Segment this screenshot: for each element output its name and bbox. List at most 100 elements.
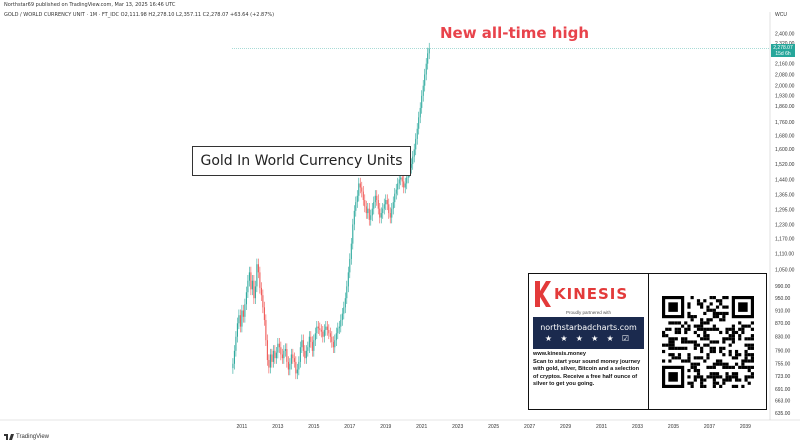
candle-body	[289, 363, 291, 370]
qr-module	[724, 336, 729, 340]
qr-module	[705, 317, 710, 321]
candle-body	[302, 340, 304, 351]
candle-body	[248, 272, 250, 281]
candle-body	[419, 107, 421, 118]
candle-body	[412, 156, 414, 165]
chart-label-box: Gold In World Currency Units	[192, 146, 411, 176]
candle-body	[286, 349, 288, 362]
qr-module	[693, 355, 697, 359]
candle-body	[272, 350, 274, 362]
x-tick-label: 2019	[380, 424, 391, 430]
candle-body	[301, 340, 303, 348]
qr-module	[718, 349, 722, 353]
qr-module	[724, 374, 729, 378]
candle-body	[338, 326, 340, 329]
qr-module	[721, 317, 725, 321]
qr-module	[690, 314, 694, 318]
qr-module	[715, 381, 719, 385]
candle-body	[332, 341, 334, 348]
y-tick-label: 1,110.00	[775, 252, 794, 258]
qr-module	[699, 301, 703, 306]
qr-module	[699, 305, 703, 309]
qr-module	[699, 349, 703, 353]
qr-module	[686, 374, 691, 378]
ad-brand: KINESIS	[554, 285, 629, 303]
qr-module	[674, 330, 678, 334]
y-tick-label: 2,400.00	[775, 31, 795, 37]
qr-module	[731, 371, 735, 375]
qr-code-icon[interactable]	[661, 295, 754, 388]
qr-module	[737, 320, 741, 325]
candle-body	[373, 202, 375, 209]
qr-module	[686, 368, 691, 372]
candle-body	[262, 295, 264, 308]
qr-module	[747, 343, 751, 347]
candle-body	[404, 183, 406, 188]
qr-module	[712, 339, 716, 344]
qr-module	[750, 374, 754, 378]
candle-body	[292, 354, 294, 359]
candle-body	[313, 340, 315, 351]
qr-module	[705, 336, 710, 340]
nsb-banner[interactable]: northstarbadcharts.com ★ ★ ★ ★ ★ ☑	[533, 317, 644, 349]
qr-module	[705, 352, 710, 356]
qr-module	[690, 295, 694, 299]
qr-module	[683, 320, 687, 325]
candle-body	[275, 352, 277, 359]
qr-module	[737, 377, 741, 382]
candle-body	[371, 208, 373, 216]
qr-module	[724, 295, 729, 299]
qr-module	[702, 330, 706, 334]
qr-module	[693, 343, 697, 347]
qr-module	[696, 301, 700, 306]
qr-module	[686, 305, 691, 309]
symbol-line: GOLD / WORLD CURRENCY UNIT · 1M · FT_IDC…	[4, 12, 275, 18]
qr-module	[677, 330, 681, 334]
candle-body	[298, 361, 300, 370]
qr-module	[690, 384, 694, 388]
qr-module	[702, 320, 706, 325]
qr-module	[750, 327, 754, 331]
candle-body	[395, 189, 397, 194]
qr-module	[690, 381, 694, 385]
candle-body	[283, 350, 285, 359]
y-tick-label: 1,760.00	[775, 120, 795, 126]
qr-module	[696, 324, 700, 328]
candle-body	[376, 195, 378, 201]
qr-module	[702, 311, 706, 315]
qr-module	[712, 349, 716, 353]
qr-module	[677, 346, 681, 350]
qr-module	[667, 346, 672, 350]
candle-body	[367, 208, 369, 214]
chart-label: Gold In World Currency Units	[200, 153, 403, 169]
candle-body	[410, 164, 412, 168]
qr-module	[671, 336, 675, 340]
candle-body	[344, 298, 346, 308]
qr-module	[737, 352, 741, 356]
qr-module	[724, 365, 729, 369]
qr-module	[664, 343, 668, 347]
candle-body	[278, 343, 280, 348]
qr-module	[750, 343, 754, 347]
qr-module	[693, 374, 697, 378]
candle-body	[268, 360, 270, 368]
qr-module	[728, 336, 732, 340]
qr-module	[705, 320, 710, 325]
y-tick-label: 1,440.00	[775, 177, 795, 183]
candle-body	[353, 210, 355, 225]
x-tick-label: 2015	[308, 424, 319, 430]
y-tick-label: 830.00	[775, 335, 791, 341]
qr-module	[721, 362, 725, 366]
candle-body	[403, 181, 405, 188]
qr-module	[750, 358, 754, 363]
candle-body	[307, 347, 309, 351]
qr-module	[721, 311, 725, 315]
star-rating: ★ ★ ★ ★ ★ ☑	[544, 334, 633, 343]
kinesis-advertisement[interactable]: KINESIS Proudly partnered with northstar…	[528, 273, 767, 410]
qr-module	[699, 346, 703, 350]
candle-body	[347, 272, 349, 287]
qr-module	[671, 346, 675, 350]
x-tick-label: 2021	[416, 424, 427, 430]
qr-module	[680, 336, 684, 340]
